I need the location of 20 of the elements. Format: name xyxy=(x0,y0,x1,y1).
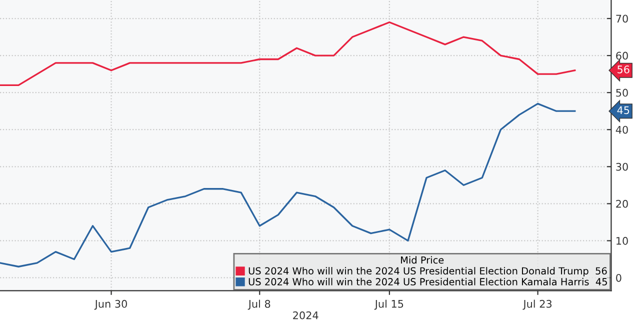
y-tick-label: 0 xyxy=(616,274,622,282)
y-tick-label: 30 xyxy=(616,162,628,171)
y-tick-label: 10 xyxy=(616,236,628,245)
x-tick-label: Jul 8 xyxy=(248,300,270,310)
legend-label: US 2024 Who will win the 2024 US Presidential Election Donald Trump 56 xyxy=(248,267,607,276)
y-tick-label: 60 xyxy=(616,52,628,60)
legend-label: US 2024 Who will win the 2024 US Presidential Election Kamala Harris 45 xyxy=(248,278,607,286)
y-tick-label: 20 xyxy=(616,200,628,208)
text: 45 xyxy=(617,106,630,114)
x-tick-label: Jun 30 xyxy=(94,300,127,310)
x-tick-label: Jul 15 xyxy=(374,300,404,310)
line-series xyxy=(0,102,576,268)
x-tick-label: Jul 23 xyxy=(522,300,552,310)
y-tick-label: 40 xyxy=(616,126,628,134)
text: 56 xyxy=(618,66,630,74)
x-axis-title: 2024 xyxy=(293,311,318,320)
y-tick-label: 70 xyxy=(616,14,628,23)
line-series xyxy=(0,21,576,86)
legend-title: Mid Price xyxy=(401,256,444,264)
y-tick-label: 50 xyxy=(616,88,628,97)
